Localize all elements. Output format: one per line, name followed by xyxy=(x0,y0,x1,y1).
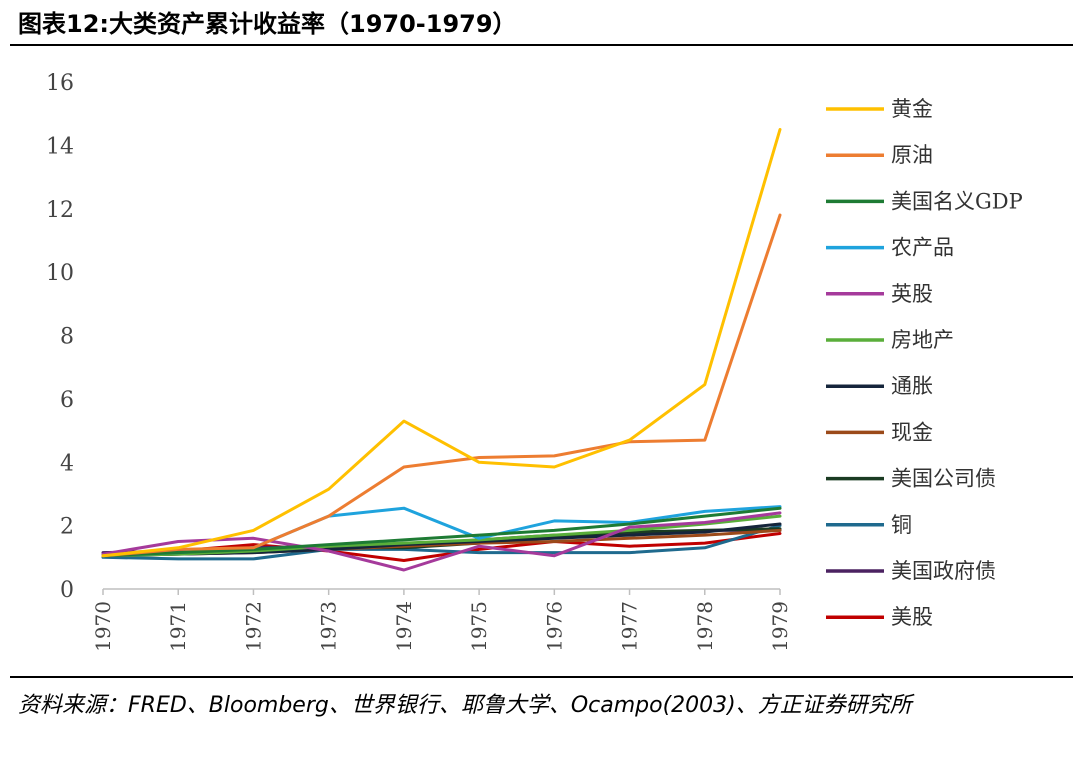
series-line-房地产 xyxy=(101,514,782,558)
legend-label: 美国政府债 xyxy=(891,559,996,583)
legend-label: 黄金 xyxy=(891,97,933,121)
y-tick-label: 12 xyxy=(46,198,74,223)
y-axis: 0 2 4 6 8 10 12 14 16 xyxy=(46,71,74,603)
source-note: 资料来源：FRED、Bloomberg、世界银行、耶鲁大学、Ocampo(200… xyxy=(18,693,912,718)
x-tick-label: 1975 xyxy=(467,601,491,652)
source-divider xyxy=(10,676,1073,678)
series-line-美国名义GDP xyxy=(101,506,782,558)
x-tick-label: 1972 xyxy=(241,601,265,652)
x-tick-label: 1973 xyxy=(317,601,341,652)
legend-label: 美国公司债 xyxy=(891,467,996,491)
x-tick-label: 1979 xyxy=(768,601,792,652)
series-lines xyxy=(101,128,782,572)
series-line-原油 xyxy=(101,213,782,558)
y-tick-label: 2 xyxy=(60,515,74,540)
legend-label: 美国名义GDP xyxy=(891,189,1023,213)
legend-label: 美股 xyxy=(891,605,933,629)
x-tick-label: 1977 xyxy=(618,601,642,652)
legend-label: 通胀 xyxy=(891,374,933,398)
x-tick-label: 1976 xyxy=(542,601,566,652)
series-line-铜 xyxy=(101,524,782,561)
y-tick-label: 6 xyxy=(60,388,74,413)
y-tick-label: 4 xyxy=(60,451,74,476)
legend-label: 铜 xyxy=(891,513,912,537)
x-tick-label: 1970 xyxy=(91,601,115,652)
y-tick-label: 0 xyxy=(60,578,74,603)
x-tick-label: 1978 xyxy=(693,601,717,652)
y-tick-label: 10 xyxy=(46,261,74,286)
title-divider xyxy=(10,44,1073,46)
chart-title: 图表12:大类资产累计收益率（1970-1979） xyxy=(18,10,517,38)
y-tick-label: 8 xyxy=(60,325,74,350)
x-axis: 1970 1971 1972 1973 1974 1975 1976 1977 1978 1979 xyxy=(91,588,792,652)
legend-label: 现金 xyxy=(891,420,933,444)
legend-label: 农产品 xyxy=(891,236,954,260)
series-line-黄金 xyxy=(101,128,782,558)
legend-label: 原油 xyxy=(891,143,933,167)
x-tick-label: 1974 xyxy=(392,601,416,652)
x-tick-label: 1971 xyxy=(166,601,190,652)
legend-label: 英股 xyxy=(891,282,933,306)
y-tick-label: 14 xyxy=(46,134,74,159)
legend-label: 房地产 xyxy=(891,328,954,352)
y-tick-label: 16 xyxy=(46,71,74,96)
